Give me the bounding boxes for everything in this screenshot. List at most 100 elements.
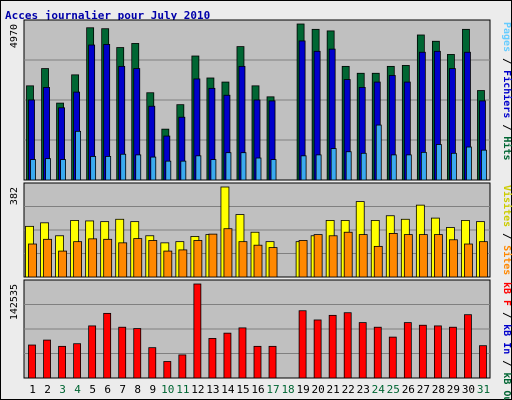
x-tick-label-22: 22	[342, 383, 355, 396]
bar-pages-day-9	[150, 156, 157, 181]
bar-kb-f-day-2	[43, 339, 51, 379]
legend-entry: Sites	[501, 239, 512, 275]
x-tick-label-29: 29	[447, 383, 460, 396]
bar-pages-day-29	[451, 152, 457, 181]
bar-sites-day-15	[238, 241, 248, 278]
bar-sites-day-24	[373, 245, 383, 278]
bar-pages-day-31	[481, 149, 487, 181]
x-tick-label-1: 1	[29, 383, 36, 396]
bar-sites-day-22	[343, 231, 353, 278]
bar-pages-day-3	[60, 159, 66, 181]
bar-pages-day-30	[466, 146, 472, 181]
bar-pages-day-17	[270, 159, 277, 181]
x-tick-label-23: 23	[357, 383, 370, 396]
bar-kb-f-day-8	[133, 328, 142, 379]
bar-sites-day-27	[418, 234, 428, 278]
legend-entry: /	[501, 354, 512, 366]
bar-sites-day-3	[58, 250, 67, 278]
bar-sites-day-13	[208, 233, 218, 278]
bar-kb-f-day-31	[479, 345, 487, 379]
x-tick-label-20: 20	[312, 383, 325, 396]
x-tick-label-7: 7	[119, 383, 126, 396]
legend-entry: kB In	[501, 318, 512, 354]
bar-kb-f-day-16	[253, 345, 262, 379]
bar-pages-day-26	[405, 154, 412, 181]
bar-sites-day-29	[449, 239, 458, 278]
bar-sites-day-14	[223, 228, 233, 278]
bar-sites-day-25	[388, 233, 398, 278]
bar-pages-day-5	[90, 156, 97, 181]
bar-kb-f-day-15	[238, 327, 247, 379]
bar-sites-day-17	[268, 247, 278, 278]
bar-sites-day-16	[253, 244, 263, 278]
bar-sites-day-9	[148, 240, 158, 278]
bar-kb-f-day-25	[388, 336, 397, 379]
bar-sites-day-2	[43, 238, 52, 278]
bar-kb-f-day-17	[268, 345, 277, 379]
bar-pages-day-11	[180, 160, 187, 181]
bar-kb-f-day-11	[178, 354, 187, 379]
legend-0: Pages / Fichiers / Hits	[501, 22, 512, 161]
bar-kb-f-day-19	[298, 310, 307, 379]
legend-2: kB F / kB In / kB Out	[501, 282, 512, 400]
bar-kb-f-day-27	[418, 324, 427, 379]
y-max-label-0: 4970	[9, 24, 20, 48]
bar-sites-day-23	[358, 234, 368, 278]
bar-kb-f-day-3	[58, 345, 66, 379]
bar-pages-day-22	[345, 151, 352, 181]
x-tick-label-6: 6	[104, 383, 111, 396]
bar-pages-day-14	[225, 152, 232, 181]
x-tick-label-21: 21	[327, 383, 340, 396]
bar-kb-f-day-22	[343, 312, 352, 379]
x-tick-label-13: 13	[206, 383, 219, 396]
legend-entry: /	[501, 118, 512, 130]
bar-kb-f-day-24	[373, 326, 382, 379]
x-tick-label-9: 9	[149, 383, 156, 396]
bar-pages-day-4	[75, 130, 82, 181]
bar-sites-day-21	[328, 235, 338, 278]
bar-sites-day-10	[163, 250, 173, 278]
bar-kb-f-day-21	[328, 314, 337, 379]
legend-entry: /	[501, 227, 512, 239]
legend-entry: Visites	[501, 185, 512, 227]
legend-entry: kB Out	[501, 366, 512, 400]
x-tick-label-5: 5	[89, 383, 96, 396]
bar-sites-day-6	[103, 238, 113, 278]
x-tick-label-12: 12	[191, 383, 204, 396]
x-tick-label-25: 25	[387, 383, 400, 396]
x-tick-label-11: 11	[176, 383, 189, 396]
x-tick-label-24: 24	[372, 383, 386, 396]
bar-kb-f-day-6	[103, 312, 112, 379]
bar-kb-f-day-26	[403, 322, 412, 379]
bar-pages-day-13	[210, 159, 217, 181]
x-tick-label-19: 19	[296, 383, 309, 396]
bar-sites-day-4	[73, 241, 83, 278]
x-tick-label-27: 27	[417, 383, 430, 396]
x-tick-label-30: 30	[462, 383, 475, 396]
x-tick-label-10: 10	[161, 383, 174, 396]
bar-kb-f-day-1	[28, 344, 36, 379]
bar-sites-day-20	[313, 234, 323, 278]
x-tick-label-17: 17	[266, 383, 279, 396]
y-max-label-2: 142535	[9, 284, 20, 320]
legend-entry: Pages	[501, 22, 512, 52]
bar-pages-day-16	[255, 157, 262, 181]
x-tick-label-3: 3	[59, 383, 66, 396]
bar-kb-f-day-10	[163, 361, 172, 379]
legend-entry: Hits	[501, 130, 512, 160]
x-tick-label-18: 18	[281, 383, 294, 396]
x-tick-label-8: 8	[134, 383, 141, 396]
bar-kb-f-day-23	[358, 322, 367, 379]
x-tick-label-2: 2	[44, 383, 51, 396]
bar-sites-day-30	[464, 243, 473, 278]
bar-pages-day-28	[435, 144, 442, 181]
bar-sites-day-19	[298, 240, 308, 278]
bar-pages-day-19	[300, 155, 307, 181]
bar-pages-day-2	[45, 158, 51, 181]
bar-sites-day-28	[433, 234, 443, 278]
x-tick-label-15: 15	[236, 383, 249, 396]
bar-pages-day-24	[375, 124, 382, 181]
bar-pages-day-23	[360, 152, 367, 181]
bar-sites-day-31	[479, 241, 488, 278]
